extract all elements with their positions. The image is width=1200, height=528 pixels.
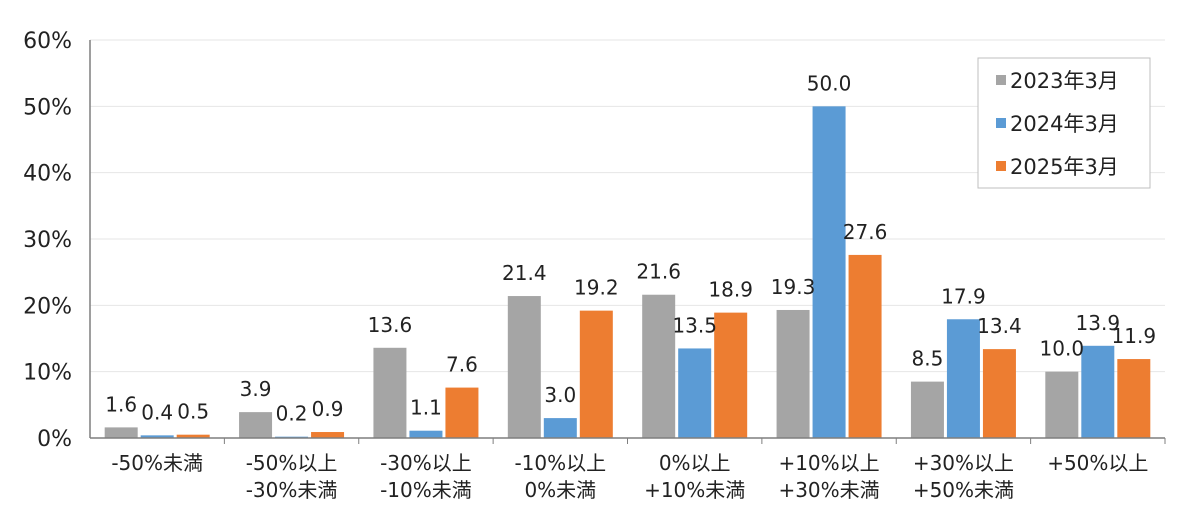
data-label: 1.1 <box>410 396 442 420</box>
y-tick-label: 30% <box>23 228 72 253</box>
data-label: 50.0 <box>807 71 852 95</box>
data-label: 18.9 <box>708 278 753 302</box>
x-tick-label: -50%以上 <box>246 451 338 475</box>
data-label: 19.2 <box>574 276 619 300</box>
bar <box>776 309 810 438</box>
legend-label: 2025年3月 <box>1010 155 1119 179</box>
bar <box>1117 359 1151 438</box>
x-tick-label: -50%未満 <box>111 451 203 475</box>
y-tick-label: 0% <box>37 427 72 452</box>
bars <box>104 106 1151 438</box>
x-tick-label: +10%以上 <box>778 451 879 475</box>
data-label: 13.9 <box>1076 311 1121 335</box>
data-label: 0.9 <box>312 397 344 421</box>
y-tick-label: 10% <box>23 361 72 386</box>
x-tick-label: +10%未満 <box>644 478 745 502</box>
y-tick-label: 20% <box>23 294 72 319</box>
data-label: 1.6 <box>105 392 137 416</box>
bar <box>409 430 443 438</box>
x-tick-label: -10%以上 <box>514 451 606 475</box>
x-tick-label: 0%未満 <box>524 478 596 502</box>
bar <box>714 312 748 438</box>
data-label: 8.5 <box>912 347 944 371</box>
data-label: 3.9 <box>240 377 272 401</box>
bar <box>176 434 210 438</box>
data-label: 19.3 <box>771 275 816 299</box>
bar <box>507 296 541 438</box>
bar <box>1081 345 1115 438</box>
data-labels: 1.6 0.4 0.5 3.90.2 0.9 13.6 1.17.6 21.4 3.0 19.2 2… <box>105 71 1156 425</box>
bar <box>642 294 676 438</box>
data-label: 11.9 <box>1112 324 1157 348</box>
bar <box>239 412 273 438</box>
legend-swatch <box>996 75 1006 85</box>
bar <box>848 254 882 438</box>
bar <box>678 348 712 438</box>
data-label: 21.4 <box>502 261 547 285</box>
data-label: 10.0 <box>1040 337 1085 361</box>
data-label: 0.5 <box>177 400 209 424</box>
data-label: 13.5 <box>672 313 717 337</box>
axes: 0% 10% 20% 30% 40% 50% 60% -50%未満 -50%以上 -30%未満 -3… <box>23 29 1166 502</box>
bar <box>543 418 577 438</box>
x-tick-label: -30%未満 <box>246 478 338 502</box>
bar <box>373 347 407 438</box>
x-tick-label: 0%以上 <box>659 451 731 475</box>
bar <box>1045 371 1079 438</box>
bar <box>910 381 944 438</box>
x-tick-label: -30%以上 <box>380 451 472 475</box>
x-tick-label: -10%未満 <box>380 478 472 502</box>
y-tick-label: 40% <box>23 162 72 187</box>
data-label: 21.6 <box>636 260 681 284</box>
legend-box <box>977 57 1151 189</box>
x-tick-label: +30%以上 <box>913 451 1014 475</box>
data-label: 27.6 <box>843 220 888 244</box>
bar <box>579 310 613 438</box>
bar <box>104 427 138 438</box>
data-label: 3.0 <box>544 383 576 407</box>
data-label: 0.4 <box>141 400 173 424</box>
x-tick-label: +50%未満 <box>913 478 1014 502</box>
data-label: 13.4 <box>977 314 1022 338</box>
bar <box>812 106 846 438</box>
bar <box>982 349 1016 438</box>
bar <box>311 432 345 438</box>
legend-swatch <box>996 161 1006 171</box>
data-label: 13.6 <box>368 313 413 337</box>
bar <box>445 387 479 438</box>
data-label: 0.2 <box>276 402 308 426</box>
x-tick-label: +50%以上 <box>1047 451 1148 475</box>
y-tick-label: 60% <box>23 29 72 54</box>
legend-label: 2023年3月 <box>1010 69 1119 93</box>
legend-swatch <box>996 118 1006 128</box>
legend-label: 2024年3月 <box>1010 112 1119 136</box>
bar <box>140 435 174 438</box>
bar <box>946 319 980 438</box>
y-tick-label: 50% <box>23 95 72 120</box>
legend: 2023年3月 2024年3月 2025年3月 <box>977 57 1151 189</box>
x-tick-label: +30%未満 <box>778 478 879 502</box>
data-label: 7.6 <box>446 353 478 377</box>
data-label: 17.9 <box>941 284 986 308</box>
